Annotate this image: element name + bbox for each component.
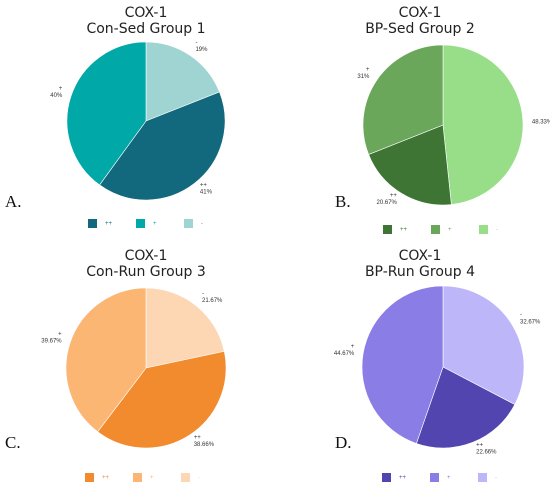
pie-slice-3 xyxy=(145,287,225,369)
slice-value-label: 20.67% xyxy=(377,200,398,206)
legend-item: ++ xyxy=(383,225,431,234)
legend: ++ + - xyxy=(383,225,527,234)
slice-value-label: 31% xyxy=(357,74,370,80)
legend-item: - xyxy=(184,219,232,228)
slice-value-label: 41% xyxy=(200,190,213,196)
slice-value-label: 48.33% xyxy=(532,119,550,125)
legend-item: + xyxy=(136,219,184,228)
legend-label: ++ xyxy=(400,226,408,233)
panel-d: COX-1 BP-Run Group 4 D. -32.67% ++ 22.66% +… xyxy=(275,243,550,486)
slice-value-label: 19% xyxy=(195,47,208,53)
pie-slice-1 xyxy=(368,124,452,206)
legend-label: + xyxy=(447,474,451,481)
pie-slice-3 xyxy=(442,285,525,405)
legend-item: + xyxy=(430,473,478,482)
slice-value-label: 44.67% xyxy=(334,351,355,357)
pie-chart: 48.33% ++20.67% +31% xyxy=(357,44,550,206)
panel-letter: B. xyxy=(335,192,351,211)
slice-value-label: 40% xyxy=(50,93,63,99)
legend: ++ + - xyxy=(382,473,526,482)
legend-item: - xyxy=(478,473,526,482)
legend-item: ++ xyxy=(85,473,133,482)
chart-title-line2: Con-Sed Group 1 xyxy=(86,21,206,37)
pie-slice-3 xyxy=(145,41,220,122)
legend-swatch xyxy=(88,219,97,228)
legend: ++ + - xyxy=(88,219,232,228)
legend-label: - xyxy=(201,220,203,227)
legend-item: - xyxy=(479,225,527,234)
panel-letter: C. xyxy=(5,433,21,452)
panel-c: COX-1 Con-Run Group 3 C. -21.67% ++ 38.66%… xyxy=(0,243,275,486)
legend-swatch xyxy=(430,473,439,482)
legend-item: - xyxy=(181,473,229,482)
chart-title-line1: COX-1 xyxy=(124,5,168,21)
pie-slice-2 xyxy=(361,285,444,444)
pie-slice-1 xyxy=(99,91,226,201)
slice-value-label: 22.66% xyxy=(476,450,497,456)
slice-category-label: - xyxy=(195,40,197,46)
legend-swatch xyxy=(478,473,487,482)
legend-label: - xyxy=(495,474,497,481)
chart-title: COX-1 Con-Run Group 3 xyxy=(0,248,292,280)
legend-swatch xyxy=(85,473,94,482)
pie-chart: -21.67% ++38.66% +39.67% xyxy=(41,287,227,449)
panel-b: COX-1 BP-Sed Group 2 B. 48.33%++20.67%+3… xyxy=(275,0,550,243)
legend-swatch xyxy=(479,225,488,234)
legend-item: ++ xyxy=(382,473,430,482)
slice-category-label: - xyxy=(520,312,522,318)
legend-label: ++ xyxy=(102,474,110,481)
pie-slice-2 xyxy=(66,41,147,186)
slice-category-label: - xyxy=(202,291,204,297)
pie-slice-1 xyxy=(415,366,516,449)
legend-swatch xyxy=(184,219,193,228)
legend-swatch xyxy=(431,225,440,234)
legend: ++ + - xyxy=(85,473,229,482)
legend-item: + xyxy=(431,225,479,234)
pie-slice-2 xyxy=(362,44,444,155)
slice-value-label: 38.66% xyxy=(194,442,215,448)
chart-title-line2: Con-Run Group 3 xyxy=(86,264,206,280)
legend-swatch xyxy=(136,219,145,228)
pie-slice-3 xyxy=(442,44,524,205)
slice-category-label: ++ xyxy=(476,443,484,449)
slice-category-label: + xyxy=(58,332,62,338)
slice-category-label: ++ xyxy=(390,193,398,199)
legend-label: + xyxy=(153,220,157,227)
pie-slice-2 xyxy=(65,287,147,433)
chart-title-line1: COX-1 xyxy=(124,248,168,264)
slice-value-label: 21.67% xyxy=(202,298,223,304)
slice-value-label: 39.67% xyxy=(41,339,62,345)
legend-label: - xyxy=(198,474,200,481)
slice-category-label: + xyxy=(366,67,370,73)
panel-letter: A. xyxy=(5,192,22,211)
slice-category-label: + xyxy=(351,344,355,350)
legend-label: - xyxy=(496,226,498,233)
legend-label: + xyxy=(448,226,452,233)
chart-title-line1: COX-1 xyxy=(398,5,442,21)
legend-swatch xyxy=(181,473,190,482)
legend-label: ++ xyxy=(399,474,407,481)
legend-swatch xyxy=(133,473,142,482)
slice-value-label: 32.67% xyxy=(520,319,541,325)
legend-label: ++ xyxy=(105,220,113,227)
chart-title-line2: BP-Run Group 4 xyxy=(364,264,476,280)
legend-swatch xyxy=(383,225,392,234)
pie-slice-1 xyxy=(97,351,227,449)
pie-chart: -19% ++41% +40% xyxy=(50,40,226,201)
chart-title: COX-1 BP-Run Group 4 xyxy=(275,248,550,280)
chart-title: COX-1 Con-Sed Group 1 xyxy=(0,5,292,37)
legend-label: + xyxy=(150,474,154,481)
chart-title-line2: BP-Sed Group 2 xyxy=(365,21,475,37)
panel-letter: D. xyxy=(335,433,352,452)
slice-category-label: + xyxy=(59,86,63,92)
legend-item: ++ xyxy=(88,219,136,228)
legend-item: + xyxy=(133,473,181,482)
slice-category-label: ++ xyxy=(200,183,208,189)
chart-title-line1: COX-1 xyxy=(398,248,442,264)
chart-title: COX-1 BP-Sed Group 2 xyxy=(275,5,550,37)
legend-swatch xyxy=(382,473,391,482)
pie-chart: -32.67% ++22.66% +44.67% xyxy=(334,285,541,456)
panel-a: COX-1 Con-Sed Group 1 A. -19% ++ 41% +40% +… xyxy=(0,0,275,243)
slice-category-label: ++ xyxy=(194,435,202,441)
